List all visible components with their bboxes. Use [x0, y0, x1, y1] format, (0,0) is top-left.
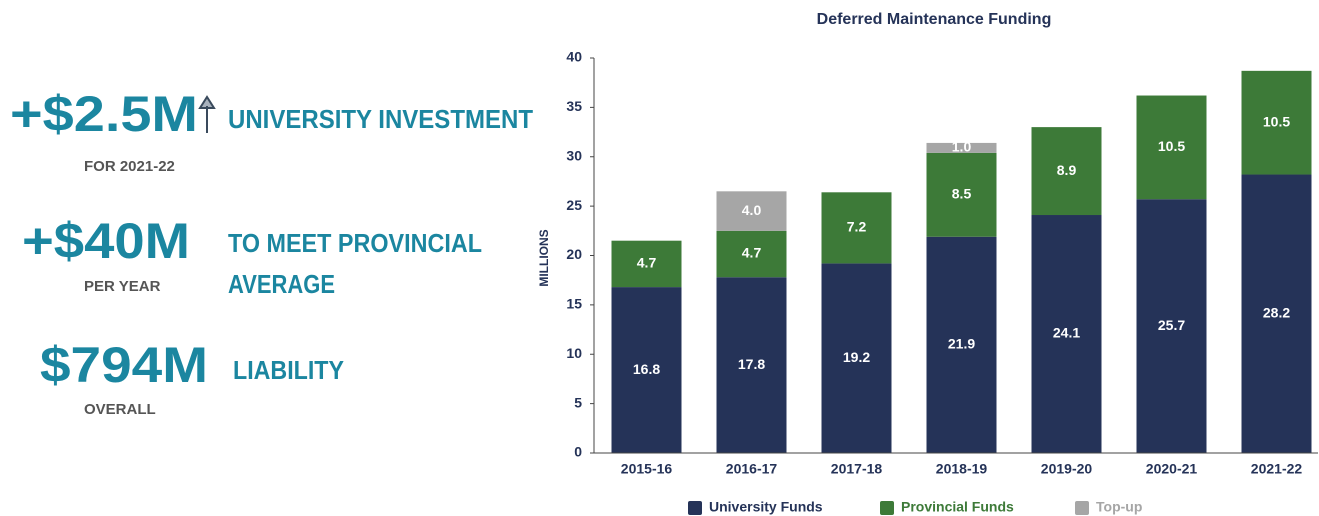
value-label: 4.7: [637, 255, 657, 271]
chart-title: Deferred Maintenance Funding: [817, 11, 1052, 28]
bar-segment: [926, 236, 997, 453]
value-label: 17.8: [738, 356, 765, 372]
y-tick-label: 25: [566, 197, 582, 213]
bar-segment: [926, 152, 997, 237]
stat-value: $794M: [40, 337, 208, 393]
stat-value: +$40M: [22, 213, 190, 269]
legend-swatch: [1075, 501, 1089, 515]
value-label: 1.0: [952, 139, 972, 155]
stat-sub: FOR 2021-22: [84, 158, 175, 175]
x-tick-label: 2019-20: [1041, 461, 1093, 477]
bar-segment: [1031, 127, 1102, 216]
legend-label: Top-up: [1096, 499, 1142, 515]
value-label: 4.7: [742, 245, 762, 261]
bar-segment: [926, 142, 997, 153]
up-arrow-icon: [198, 95, 216, 133]
bar-segment: [1136, 199, 1207, 453]
stat-sub: PER YEAR: [84, 278, 161, 295]
y-tick-label: 20: [566, 246, 582, 262]
bar-segment: [1031, 215, 1102, 453]
bar-segment: [1136, 95, 1207, 200]
stat-value: +$2.5M: [10, 86, 198, 142]
x-tick-label: 2016-17: [726, 461, 778, 477]
bar-segment: [716, 191, 787, 231]
x-tick-label: 2021-22: [1251, 461, 1303, 477]
value-label: 25.7: [1158, 317, 1185, 333]
bar-segment: [716, 277, 787, 453]
legend-swatch: [688, 501, 702, 515]
y-tick-label: 15: [566, 296, 582, 312]
value-label: 8.5: [952, 185, 972, 201]
value-label: 16.8: [633, 361, 660, 377]
y-tick-label: 35: [566, 98, 582, 114]
stat-label: AVERAGE: [228, 269, 335, 299]
bar-segment: [1241, 174, 1312, 453]
value-label: 8.9: [1057, 162, 1077, 178]
y-tick-label: 0: [574, 444, 582, 460]
value-label: 28.2: [1263, 304, 1290, 320]
stat-sub: OVERALL: [84, 401, 156, 418]
legend-label: Provincial Funds: [901, 499, 1014, 515]
y-axis-label: MILLIONS: [537, 229, 551, 286]
y-tick-label: 40: [566, 49, 582, 65]
bar-segment: [611, 287, 682, 453]
value-label: 24.1: [1053, 325, 1080, 341]
x-tick-label: 2018-19: [936, 461, 988, 477]
y-tick-label: 5: [574, 394, 582, 410]
bar-segment: [716, 230, 787, 278]
bar-segment: [821, 192, 892, 264]
bar-segment: [1241, 70, 1312, 175]
x-tick-label: 2017-18: [831, 461, 883, 477]
stat-label: LIABILITY: [233, 355, 344, 385]
value-label: 4.0: [742, 202, 762, 218]
y-tick-label: 30: [566, 147, 582, 163]
value-label: 21.9: [948, 336, 975, 352]
value-label: 19.2: [843, 349, 870, 365]
legend-swatch: [880, 501, 894, 515]
legend-label: University Funds: [709, 499, 823, 515]
x-tick-label: 2015-16: [621, 461, 673, 477]
x-tick-label: 2020-21: [1146, 461, 1198, 477]
value-label: 10.5: [1263, 113, 1290, 129]
stat-label: TO MEET PROVINCIAL: [228, 228, 482, 258]
y-tick-label: 10: [566, 345, 582, 361]
value-label: 7.2: [847, 219, 867, 235]
bar-segment: [821, 263, 892, 453]
stat-label: UNIVERSITY INVESTMENT: [228, 104, 533, 134]
value-label: 10.5: [1158, 138, 1185, 154]
bar-segment: [611, 240, 682, 288]
